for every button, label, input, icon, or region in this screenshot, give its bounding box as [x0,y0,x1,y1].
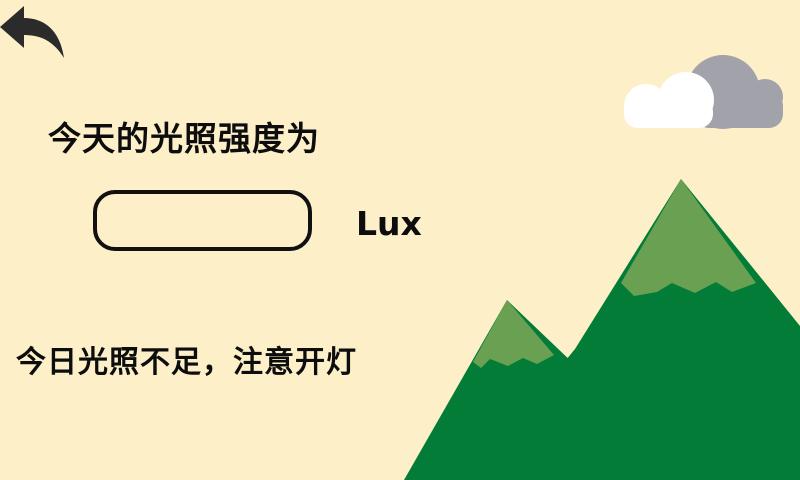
cloud-icon [624,55,783,129]
back-arrow-icon [0,6,64,58]
back-button[interactable] [0,4,68,64]
light-value-field[interactable] [93,190,312,251]
unit-label: Lux [356,204,422,243]
light-intensity-label: 今天的光照强度为 [48,119,320,158]
mountain-icon [404,179,800,480]
status-message: 今日光照不足，注意开灯 [16,345,357,380]
